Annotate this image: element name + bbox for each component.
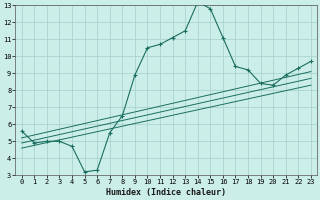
X-axis label: Humidex (Indice chaleur): Humidex (Indice chaleur) xyxy=(106,188,226,197)
